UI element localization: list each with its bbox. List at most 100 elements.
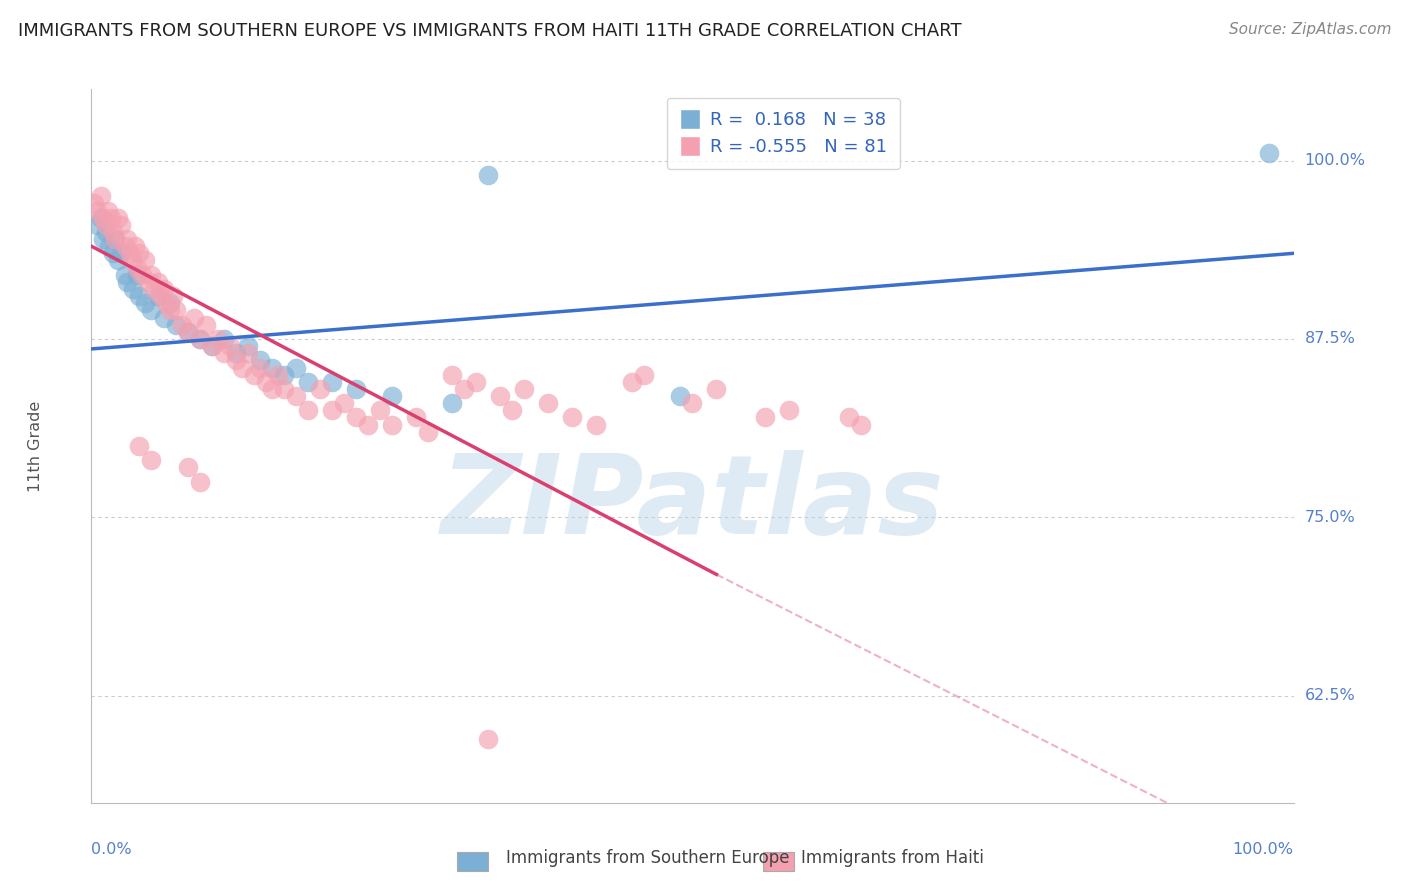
- Point: [141, 268, 163, 282]
- Point: [297, 403, 319, 417]
- Point: [633, 368, 655, 382]
- Point: [94, 218, 117, 232]
- Point: [100, 211, 122, 225]
- Point: [501, 403, 523, 417]
- Point: [131, 268, 153, 282]
- Point: [117, 232, 139, 246]
- Point: [838, 410, 860, 425]
- Point: [669, 389, 692, 403]
- Point: [90, 189, 112, 203]
- Text: 75.0%: 75.0%: [1305, 510, 1355, 524]
- Point: [183, 310, 205, 325]
- Point: [416, 425, 439, 439]
- Point: [176, 325, 198, 339]
- Point: [207, 332, 229, 346]
- Point: [118, 246, 141, 260]
- Point: [188, 475, 211, 489]
- Point: [146, 289, 169, 303]
- Point: [162, 289, 184, 303]
- Point: [297, 375, 319, 389]
- Point: [273, 368, 295, 382]
- Point: [254, 375, 277, 389]
- Point: [176, 460, 198, 475]
- Point: [107, 211, 129, 225]
- Point: [681, 396, 703, 410]
- Point: [141, 303, 163, 318]
- Point: [513, 382, 536, 396]
- Point: [357, 417, 380, 432]
- Point: [134, 253, 156, 268]
- Point: [155, 296, 177, 310]
- Point: [212, 346, 235, 360]
- Text: 100.0%: 100.0%: [1233, 842, 1294, 856]
- Point: [125, 268, 148, 282]
- Point: [368, 403, 391, 417]
- Point: [159, 296, 181, 310]
- Point: [440, 368, 463, 382]
- Point: [561, 410, 583, 425]
- Point: [159, 303, 181, 318]
- Point: [1258, 146, 1281, 161]
- Point: [90, 211, 112, 225]
- Point: [489, 389, 512, 403]
- Text: Immigrants from Southern Europe: Immigrants from Southern Europe: [506, 849, 790, 867]
- Point: [83, 196, 105, 211]
- Point: [98, 239, 121, 253]
- Point: [537, 396, 560, 410]
- Point: [134, 296, 156, 310]
- Point: [333, 396, 356, 410]
- Point: [225, 353, 247, 368]
- Point: [249, 353, 271, 368]
- Point: [849, 417, 872, 432]
- Text: Source: ZipAtlas.com: Source: ZipAtlas.com: [1229, 22, 1392, 37]
- Point: [321, 375, 343, 389]
- Point: [117, 275, 139, 289]
- Point: [231, 360, 253, 375]
- Point: [225, 346, 247, 360]
- Point: [86, 218, 108, 232]
- Legend: R =  0.168   N = 38, R = -0.555   N = 81: R = 0.168 N = 38, R = -0.555 N = 81: [666, 98, 900, 169]
- Point: [170, 318, 193, 332]
- Point: [212, 332, 235, 346]
- Point: [344, 410, 367, 425]
- Point: [152, 310, 174, 325]
- Point: [236, 346, 259, 360]
- Point: [477, 168, 499, 182]
- Text: IMMIGRANTS FROM SOUTHERN EUROPE VS IMMIGRANTS FROM HAITI 11TH GRADE CORRELATION : IMMIGRANTS FROM SOUTHERN EUROPE VS IMMIG…: [18, 22, 962, 40]
- Point: [585, 417, 607, 432]
- Point: [110, 218, 132, 232]
- Point: [273, 382, 295, 396]
- Point: [201, 339, 224, 353]
- Point: [308, 382, 330, 396]
- Point: [152, 282, 174, 296]
- Point: [321, 403, 343, 417]
- Point: [94, 225, 117, 239]
- Point: [101, 246, 124, 260]
- Point: [141, 453, 163, 467]
- Text: ZIPatlas: ZIPatlas: [440, 450, 945, 557]
- Point: [138, 275, 160, 289]
- Point: [146, 275, 169, 289]
- Point: [114, 239, 136, 253]
- Point: [201, 339, 224, 353]
- Point: [778, 403, 800, 417]
- Point: [284, 360, 307, 375]
- Point: [260, 360, 283, 375]
- Point: [93, 211, 115, 225]
- Text: Immigrants from Haiti: Immigrants from Haiti: [801, 849, 984, 867]
- Point: [188, 332, 211, 346]
- Point: [86, 203, 108, 218]
- Point: [260, 382, 283, 396]
- Text: 87.5%: 87.5%: [1305, 332, 1355, 346]
- Point: [165, 318, 187, 332]
- Point: [97, 203, 120, 218]
- Point: [114, 268, 136, 282]
- Text: 0.0%: 0.0%: [91, 842, 132, 856]
- Point: [176, 325, 198, 339]
- Point: [218, 339, 240, 353]
- Point: [124, 239, 146, 253]
- Point: [242, 368, 264, 382]
- Point: [128, 246, 150, 260]
- Point: [93, 232, 115, 246]
- Text: 62.5%: 62.5%: [1305, 689, 1355, 703]
